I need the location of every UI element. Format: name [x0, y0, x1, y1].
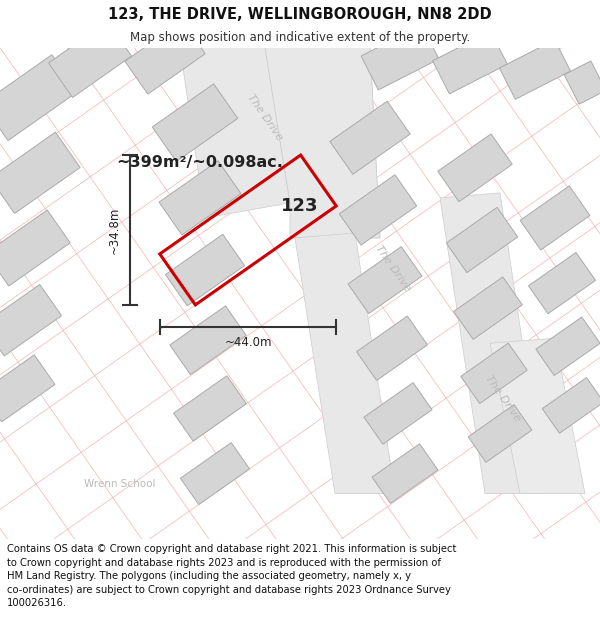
Polygon shape: [564, 61, 600, 104]
Polygon shape: [529, 253, 596, 314]
Text: ~34.8m: ~34.8m: [107, 206, 120, 254]
Polygon shape: [173, 376, 247, 441]
Polygon shape: [361, 25, 439, 90]
Polygon shape: [0, 210, 70, 286]
Polygon shape: [490, 338, 585, 494]
Polygon shape: [290, 48, 380, 238]
Text: Wrenn School: Wrenn School: [84, 479, 156, 489]
Polygon shape: [468, 404, 532, 462]
Text: ~399m²/~0.098ac.: ~399m²/~0.098ac.: [116, 155, 283, 170]
Polygon shape: [295, 233, 395, 494]
Polygon shape: [446, 208, 518, 272]
Text: Map shows position and indicative extent of the property.: Map shows position and indicative extent…: [130, 31, 470, 44]
Text: The Drive: The Drive: [245, 92, 284, 142]
Text: The Drive: The Drive: [373, 243, 413, 293]
Polygon shape: [0, 55, 78, 141]
Polygon shape: [180, 48, 290, 218]
Polygon shape: [330, 101, 410, 174]
Text: ~44.0m: ~44.0m: [224, 336, 272, 349]
Polygon shape: [0, 132, 80, 214]
Polygon shape: [49, 22, 131, 98]
Polygon shape: [265, 48, 380, 238]
Polygon shape: [181, 442, 250, 504]
Polygon shape: [152, 84, 238, 161]
Polygon shape: [339, 175, 417, 245]
Polygon shape: [159, 161, 241, 235]
Polygon shape: [433, 31, 508, 94]
Polygon shape: [454, 277, 523, 339]
Polygon shape: [542, 378, 600, 433]
Polygon shape: [166, 234, 245, 306]
Polygon shape: [536, 317, 600, 376]
Polygon shape: [0, 355, 55, 422]
Polygon shape: [461, 343, 527, 404]
Polygon shape: [520, 186, 590, 250]
Text: 123: 123: [281, 197, 319, 215]
Polygon shape: [372, 444, 438, 503]
Polygon shape: [0, 284, 62, 356]
Polygon shape: [499, 40, 571, 99]
Polygon shape: [125, 21, 205, 94]
Polygon shape: [170, 306, 246, 374]
Polygon shape: [364, 382, 432, 444]
Polygon shape: [440, 193, 545, 494]
Polygon shape: [348, 247, 422, 314]
Text: Contains OS data © Crown copyright and database right 2021. This information is : Contains OS data © Crown copyright and d…: [7, 544, 457, 608]
Text: 123, THE DRIVE, WELLINGBOROUGH, NN8 2DD: 123, THE DRIVE, WELLINGBOROUGH, NN8 2DD: [108, 7, 492, 22]
Polygon shape: [356, 316, 427, 381]
Text: The Drive: The Drive: [484, 373, 523, 423]
Polygon shape: [438, 134, 512, 202]
